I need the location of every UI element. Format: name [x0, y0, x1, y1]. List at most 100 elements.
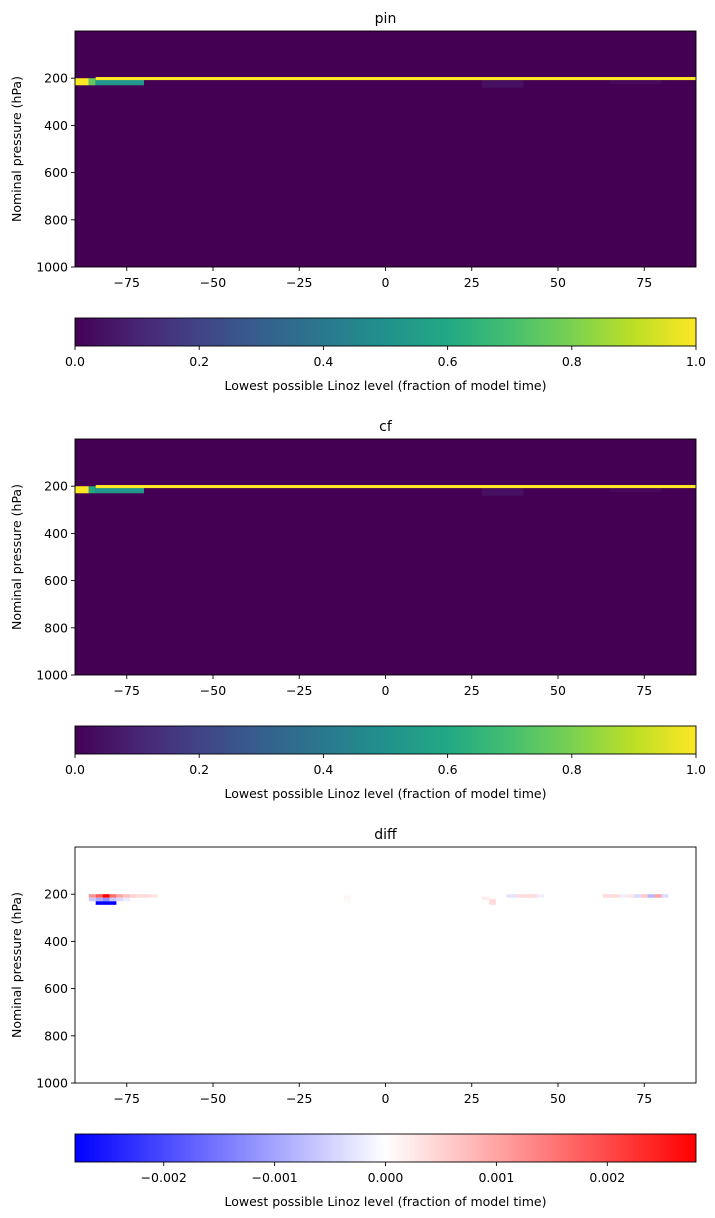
y-tick-label: 1000 [36, 668, 68, 683]
x-tick-label: 25 [464, 1091, 480, 1106]
x-tick-label: −75 [114, 275, 140, 290]
x-tick-label: 75 [636, 275, 652, 290]
heatmap-cell [640, 894, 648, 898]
heatmap-cell [116, 897, 124, 902]
panel-pin: pin Nominal pressure (hPa) −75 −50 −25 0 25 5… [9, 11, 706, 393]
colorbar-tick-label: −0.001 [251, 1170, 297, 1185]
colorbar-frame [74, 317, 697, 347]
x-tick-label: 0 [382, 683, 390, 698]
heatmap-cell [116, 894, 124, 898]
y-tick-label: 800 [44, 212, 68, 227]
heatmap-cell [647, 894, 655, 898]
heatmap-cell [609, 487, 662, 493]
y-axis-label: Nominal pressure (hPa) [9, 484, 24, 630]
heatmap-cell [95, 486, 144, 494]
heatmap-background [75, 31, 696, 267]
heatmap-cell [144, 894, 151, 898]
heatmap-cell [482, 487, 524, 496]
y-tick-label: 600 [44, 165, 68, 180]
heatmap-cell [482, 896, 489, 901]
y-tick-label: 600 [44, 981, 68, 996]
colorbar-gradient [75, 726, 696, 754]
y-axis-label: Nominal pressure (hPa) [9, 76, 24, 222]
colorbar-tick-label: 0.0 [65, 354, 85, 369]
colorbar-tick-label: 1.0 [686, 762, 706, 777]
heatmap-cell [633, 894, 641, 898]
colorbar-tick-label: 0.2 [189, 762, 209, 777]
heatmap-cell [123, 894, 131, 898]
x-tick-label: −25 [286, 683, 312, 698]
colorbar-tick-label: 0.8 [562, 354, 582, 369]
colorbar-frame [74, 725, 697, 755]
x-tick-label: −50 [200, 275, 226, 290]
y-tick-label: 400 [44, 526, 68, 541]
heatmap-cell [609, 79, 662, 85]
x-tick-label: −25 [286, 1091, 312, 1106]
colorbar-gradient [75, 1134, 696, 1162]
colorbar-tick-label: 0.6 [438, 354, 458, 369]
heatmap-cell [137, 894, 144, 898]
heatmap-cell [95, 485, 696, 489]
heatmap-cell [109, 894, 117, 898]
heatmap-cell [109, 897, 117, 902]
colorbar-tick-label: 0.6 [438, 762, 458, 777]
colorbar-tick-label: 0.002 [589, 1170, 625, 1185]
heatmap-cell [506, 894, 517, 898]
heatmap-cell [516, 894, 538, 898]
panel-cf: cf Nominal pressure (hPa) −75 −50 −25 0 25 50… [9, 419, 706, 801]
x-tick-label: −75 [114, 1091, 140, 1106]
heatmap-cell [102, 894, 110, 898]
y-axis-label: Nominal pressure (hPa) [9, 892, 24, 1038]
panel-title: cf [379, 419, 393, 435]
panel-diff: diff Nominal pressure (hPa) −75 −50 −25 0 25… [9, 827, 697, 1209]
colorbar-tick-label: −0.002 [141, 1170, 187, 1185]
x-tick-label: 50 [550, 1091, 566, 1106]
heatmap-background [75, 847, 696, 1083]
x-tick-label: 0 [382, 1091, 390, 1106]
heatmap-cell [123, 897, 131, 902]
y-tick-label: 800 [44, 1028, 68, 1043]
heatmap-cell [95, 78, 144, 86]
heatmap-cell [88, 486, 96, 494]
y-tick-label: 600 [44, 573, 68, 588]
heatmap-cell [95, 897, 103, 902]
heatmap-cell [654, 894, 662, 898]
heatmap-cell [620, 894, 627, 898]
x-tick-label: 75 [636, 683, 652, 698]
heatmap-cell [537, 894, 545, 898]
heatmap-cell [602, 894, 621, 898]
heatmap-cell [130, 894, 138, 898]
x-ticks: −75 −50 −25 0 25 50 75 [114, 1083, 652, 1106]
colorbar: 0.0 0.2 0.4 0.6 0.8 1.0 [65, 725, 706, 777]
colorbar: −0.002 −0.001 0.000 0.001 0.002 [74, 1133, 697, 1185]
x-tick-label: 50 [550, 683, 566, 698]
heatmap-cell [75, 486, 89, 494]
colorbar-gradient [75, 318, 696, 346]
x-tick-label: 25 [464, 275, 480, 290]
x-ticks: −75 −50 −25 0 25 50 75 [114, 267, 652, 290]
colorbar: 0.0 0.2 0.4 0.6 0.8 1.0 [65, 317, 706, 369]
x-tick-label: 50 [550, 275, 566, 290]
y-tick-label: 400 [44, 934, 68, 949]
heatmap-cell [102, 897, 110, 902]
y-ticks: 200 400 600 800 1000 [36, 71, 75, 275]
x-tick-label: −25 [286, 275, 312, 290]
heatmap-area [74, 438, 697, 676]
y-tick-label: 1000 [36, 1076, 68, 1091]
heatmap-cell [482, 79, 524, 88]
colorbar-tick-label: 0.0 [65, 762, 85, 777]
panel-title: diff [374, 827, 397, 843]
colorbar-label: Lowest possible Linoz level (fraction of… [225, 1194, 547, 1209]
heatmap-cell [95, 894, 103, 898]
heatmap-cell [661, 894, 669, 898]
heatmap-cell [88, 897, 96, 902]
heatmap-cell [150, 894, 158, 898]
x-tick-label: 0 [382, 275, 390, 290]
y-tick-label: 200 [44, 479, 68, 494]
colorbar-tick-label: 0.4 [313, 354, 333, 369]
x-tick-label: 75 [636, 1091, 652, 1106]
colorbar-tick-label: 0.000 [368, 1170, 404, 1185]
heatmap-area [74, 846, 697, 1084]
colorbar-tick-label: 1.0 [686, 354, 706, 369]
